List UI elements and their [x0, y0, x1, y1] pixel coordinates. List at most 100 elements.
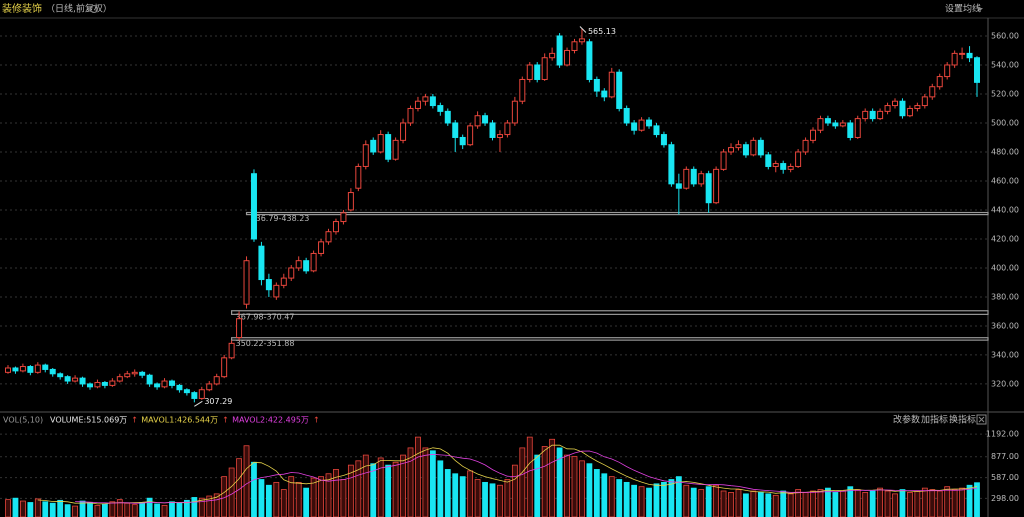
candle-body [869, 110, 876, 120]
volume-bar [683, 484, 690, 517]
candle-body [511, 100, 518, 124]
candle-body [810, 129, 817, 141]
candle-body [936, 76, 943, 88]
candle-body [974, 57, 980, 83]
volume-bar [497, 484, 503, 517]
candle-body [124, 373, 131, 378]
vol-tick-label: 587.00 [991, 473, 1019, 482]
volume-bar [608, 476, 615, 517]
volume-bar [213, 493, 220, 517]
candle-body [638, 119, 645, 131]
candle-body [959, 52, 966, 55]
volume-bar [519, 447, 526, 517]
indicator-button[interactable]: 改参数 [893, 414, 920, 426]
candle-body [541, 57, 548, 80]
volume-bar [847, 486, 854, 517]
candle-body [414, 100, 421, 109]
candle-body [944, 64, 951, 78]
candle-body [161, 380, 168, 388]
ma-line [75, 450, 978, 504]
y-tick-label: 400.00 [991, 263, 1019, 272]
candle-body [780, 163, 787, 170]
candle-body [750, 139, 757, 156]
volume-bar [161, 504, 168, 517]
candle-body [86, 383, 93, 388]
candle-body [19, 366, 26, 372]
candle-body [392, 139, 399, 160]
vol-tick-label: 1192.00 [986, 430, 1019, 439]
vol-legend: VOLUME:515.069万 [50, 416, 127, 425]
volume-bar [482, 481, 488, 517]
candle-body [653, 125, 660, 136]
volume-bar [534, 454, 541, 517]
candle-body [646, 119, 653, 127]
volume-bar [318, 476, 324, 517]
volume-bar [415, 436, 421, 517]
candle-body [206, 383, 213, 391]
title: 装修装饰 [2, 2, 42, 15]
volume-bar [20, 500, 26, 517]
candle-body [564, 49, 571, 66]
gap-label: 436.79-438.23 [251, 214, 310, 223]
candle-body [742, 144, 749, 156]
volume-bar [258, 479, 265, 517]
dropdown-arrow[interactable] [977, 8, 983, 11]
volume-bar [720, 490, 727, 517]
volume-bar [616, 479, 623, 517]
volume-bar [206, 495, 213, 517]
candle-body [250, 173, 257, 240]
candle-body [631, 122, 638, 131]
candle-body [802, 139, 809, 153]
volume-bar [131, 504, 138, 517]
volume-bar [169, 501, 175, 517]
volume-bar [623, 481, 630, 517]
volume-bar [564, 454, 570, 517]
candle-body [213, 376, 220, 385]
close-icon[interactable] [978, 416, 985, 423]
volume-bar [914, 490, 921, 517]
y-tick-label: 460.00 [991, 176, 1019, 185]
volume-bar [668, 479, 675, 517]
candle-body [288, 267, 295, 279]
candle-body [183, 389, 190, 394]
y-tick-label: 520.00 [991, 89, 1019, 98]
volume-bar [511, 464, 518, 517]
volume-bar [72, 505, 78, 517]
candle-body [258, 245, 265, 281]
volume-bar [832, 492, 839, 517]
vol-tick-label: 877.00 [991, 452, 1019, 461]
indicator-button[interactable]: 换指标 [949, 414, 976, 426]
volume-bar [198, 497, 205, 517]
volume-bar [735, 489, 742, 517]
candle-body [295, 260, 302, 269]
candle-body [892, 100, 899, 107]
volume-bar [728, 492, 734, 517]
volume-bar [877, 487, 883, 517]
vol-legend: MAVOL2:422.495万 [232, 416, 309, 425]
volume-bar [884, 490, 891, 517]
candle-body [556, 35, 563, 66]
volume-bar [757, 492, 764, 517]
vol-tick-label: 298.00 [991, 494, 1019, 503]
candle-body [139, 371, 146, 376]
volume-bar [280, 489, 287, 517]
y-tick-label: 420.00 [991, 234, 1019, 243]
ma-settings[interactable]: 设置均线 [945, 3, 981, 15]
candle-body [377, 134, 384, 153]
volume-bar [452, 473, 459, 517]
settings-icon[interactable] [90, 5, 98, 13]
close-button[interactable] [976, 414, 987, 425]
legend-arrow: ↑ [313, 416, 320, 425]
volume-bar [929, 489, 936, 517]
candle-body [884, 105, 891, 112]
low-label: 307.29 [204, 397, 232, 406]
gap-band [245, 211, 989, 216]
candle-body [668, 144, 675, 185]
volume-bar [690, 487, 697, 517]
volume-bar [139, 502, 146, 517]
candle-body [27, 366, 34, 373]
candle-body [683, 168, 690, 189]
candle-body [444, 110, 451, 124]
indicator-button[interactable]: 加指标 [921, 414, 948, 426]
candle-body [489, 122, 496, 138]
